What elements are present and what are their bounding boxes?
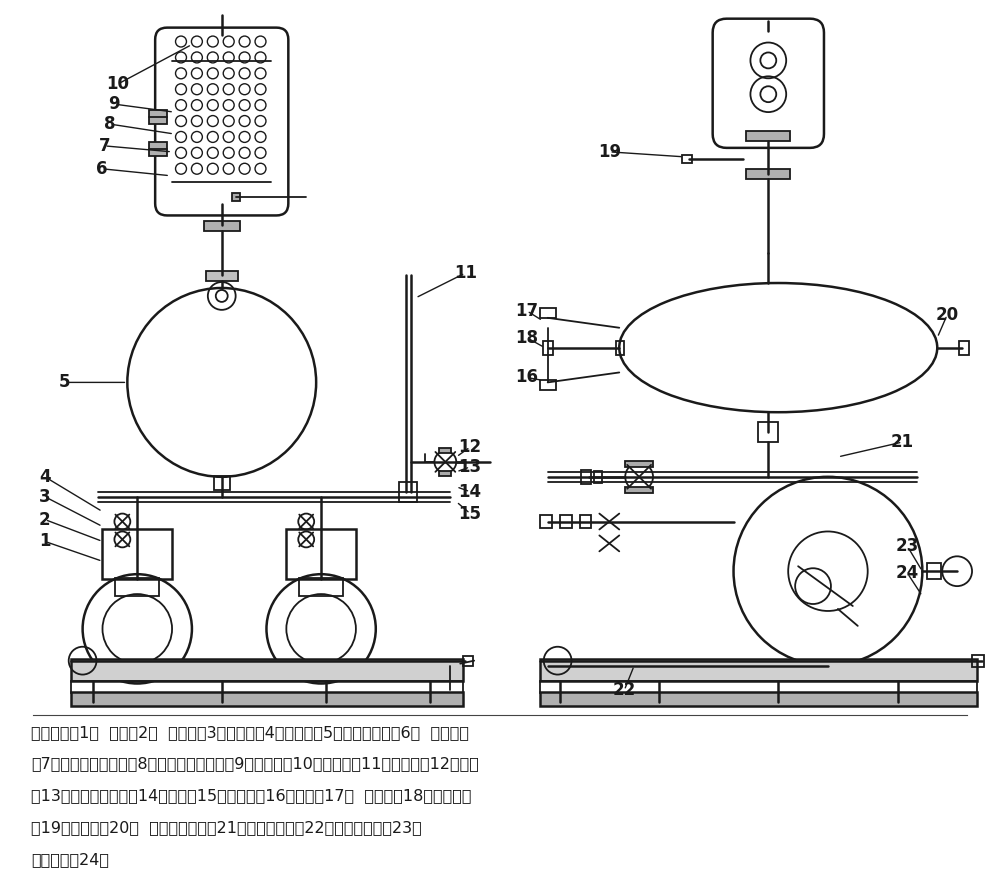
Bar [959,341,969,355]
Text: 凝液出口（24）: 凝液出口（24） [31,852,109,867]
Bar [439,448,451,453]
FancyBboxPatch shape [713,19,824,148]
Text: （19）溢流口（20）  机械联动机构（21）进口止回阀（22）出口止回阀（23）: （19）溢流口（20） 机械联动机构（21）进口止回阀（22）出口止回阀（23） [31,820,422,835]
Text: 4: 4 [39,467,51,486]
Text: 14: 14 [459,483,482,500]
Bar [594,471,602,483]
Text: 9: 9 [109,95,120,113]
Bar [746,21,790,30]
Text: 6: 6 [96,160,107,178]
Bar [286,530,356,579]
Bar [149,142,167,156]
Text: （7）循环冷却水出口（8）循环冷却水进口（9）乏汽口（10）乏汽管（11）过滤器（12）球阀: （7）循环冷却水出口（8）循环冷却水进口（9）乏汽口（10）乏汽管（11）过滤器… [31,756,479,772]
Bar [540,380,556,391]
Bar [463,656,473,665]
Text: 19: 19 [598,143,621,161]
Text: 20: 20 [936,306,959,324]
Text: 7: 7 [99,136,110,155]
Bar [200,29,244,37]
Text: （13）驱动介质进口（14）球阀（15）过滤器（16）球阀（17）  液位计（18）凝液进口: （13）驱动介质进口（14）球阀（15）过滤器（16）球阀（17） 液位计（18… [31,789,471,804]
Bar [625,487,653,492]
Bar [149,110,167,124]
Bar [581,470,591,483]
Bar [299,578,343,596]
Bar [616,341,624,355]
Bar [102,530,172,579]
Text: 5: 5 [59,374,70,392]
Text: 8: 8 [104,115,115,133]
Text: 11: 11 [454,264,477,282]
Bar [439,471,451,475]
Bar [540,658,977,681]
Text: 2: 2 [39,510,51,529]
Bar [540,681,977,693]
Text: 15: 15 [459,505,482,523]
Bar [972,655,984,666]
Bar [214,475,230,490]
Text: 13: 13 [459,458,482,475]
Bar [746,131,790,141]
Bar [540,308,556,318]
Text: 23: 23 [896,537,919,556]
Bar [682,155,692,162]
Text: 21: 21 [891,433,914,451]
Text: 22: 22 [613,681,636,699]
Bar [206,271,238,281]
Bar [746,169,790,178]
Bar [71,681,463,693]
Text: 18: 18 [515,328,538,347]
Bar [115,578,159,596]
Text: 3: 3 [39,488,51,506]
Bar [580,515,591,528]
Text: 24: 24 [896,565,919,582]
FancyBboxPatch shape [155,28,288,216]
Bar [399,482,417,501]
Bar [540,515,552,528]
Bar [758,422,778,442]
Bar [204,221,240,231]
Bar [625,461,653,467]
Text: 16: 16 [515,368,538,386]
Text: 12: 12 [459,438,482,456]
Bar [540,692,977,706]
Text: 17: 17 [515,301,538,320]
Bar [927,563,941,579]
Bar [560,515,572,528]
Text: 10: 10 [106,75,129,94]
Bar [71,658,463,681]
Bar [543,341,553,355]
Text: 回收泵体（1）  泵盖（2）  进气管（3）乏气管（4）集水箱（5）乏汽冷却器（6）  冷却铜管: 回收泵体（1） 泵盖（2） 进气管（3）乏气管（4）集水箱（5）乏汽冷却器（6）… [31,724,469,739]
Bar [71,692,463,706]
Text: 1: 1 [39,533,51,550]
Bar [232,193,240,201]
